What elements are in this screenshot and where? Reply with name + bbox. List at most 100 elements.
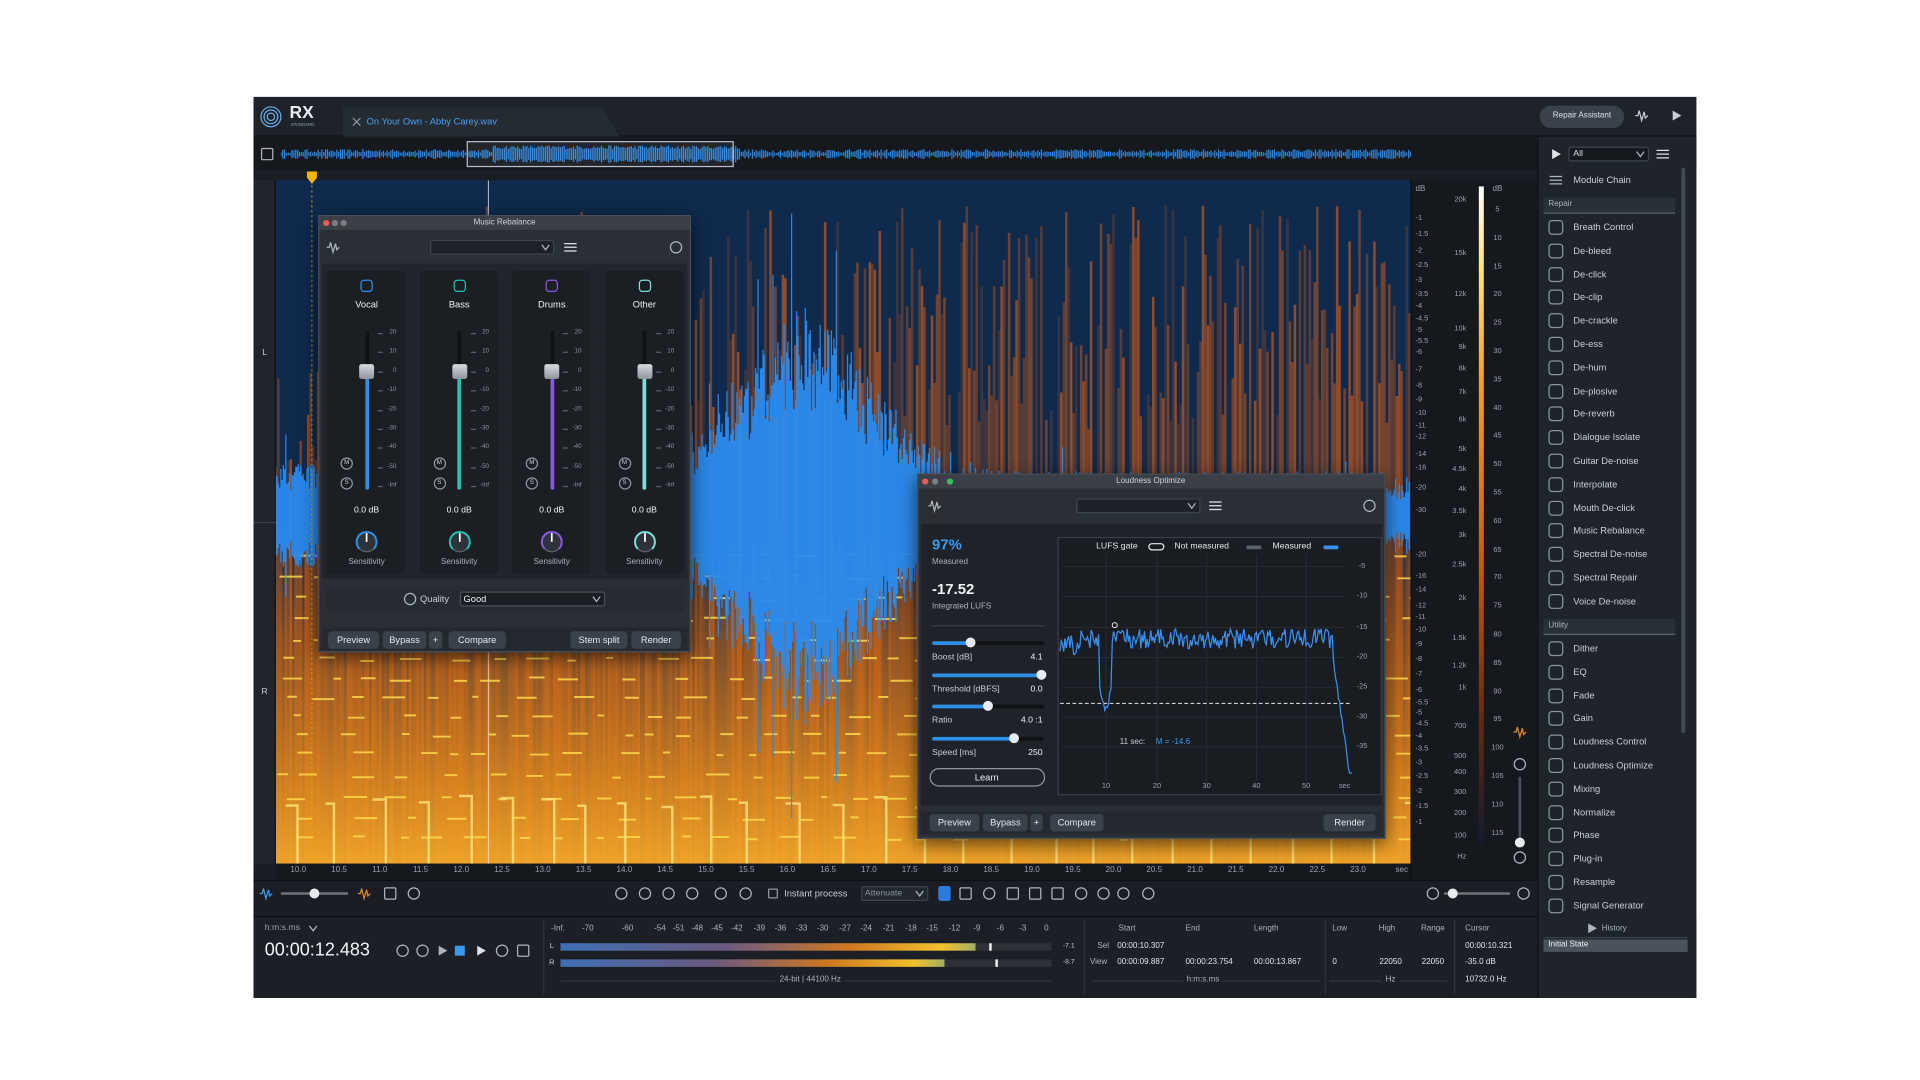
- module-item[interactable]: Spectral De-noise: [1573, 548, 1648, 560]
- module-item[interactable]: Loudness Control: [1573, 736, 1647, 748]
- module-item[interactable]: Plug-in: [1573, 853, 1603, 865]
- button-label[interactable]: Render: [640, 634, 672, 646]
- learn-label[interactable]: Learn: [974, 771, 999, 783]
- solo-label[interactable]: S: [344, 479, 349, 487]
- preset-dropdown[interactable]: [429, 239, 555, 255]
- solo-button[interactable]: [525, 477, 539, 490]
- traffic-light[interactable]: [339, 219, 347, 227]
- quality-value[interactable]: Good: [463, 593, 487, 605]
- slider-knob[interactable]: [982, 700, 993, 711]
- preset-dropdown[interactable]: [1076, 498, 1201, 514]
- mute-button[interactable]: [618, 457, 631, 470]
- module-item[interactable]: De-ess: [1573, 338, 1603, 350]
- module-item[interactable]: De-click: [1573, 268, 1607, 280]
- module-item[interactable]: Resample: [1573, 876, 1616, 888]
- button[interactable]: [448, 631, 506, 649]
- button[interactable]: [1030, 813, 1043, 832]
- module-item[interactable]: De-clip: [1573, 291, 1603, 303]
- button-label[interactable]: Compare: [1057, 816, 1096, 828]
- button-label[interactable]: Render: [1334, 816, 1365, 828]
- module-item[interactable]: Gain: [1573, 712, 1593, 725]
- module-item[interactable]: Breath Control: [1573, 221, 1634, 233]
- button-label[interactable]: Preview: [937, 816, 971, 828]
- module-item[interactable]: Interpolate: [1573, 478, 1618, 490]
- repair-assistant-button[interactable]: [1539, 105, 1625, 128]
- module-item[interactable]: Music Rebalance: [1573, 525, 1645, 537]
- mode-dropdown[interactable]: [861, 886, 929, 901]
- slider-knob[interactable]: [1036, 669, 1047, 680]
- mute-label[interactable]: M: [344, 459, 350, 467]
- instant-process-checkbox[interactable]: [767, 888, 778, 899]
- module-item[interactable]: Phase: [1573, 829, 1600, 841]
- button-label[interactable]: Compare: [458, 634, 497, 646]
- button-label[interactable]: Bypass: [389, 634, 420, 646]
- button[interactable]: [631, 631, 682, 649]
- module-item[interactable]: Dialogue Isolate: [1573, 431, 1641, 443]
- legend-toggle[interactable]: [1148, 543, 1165, 551]
- module-item[interactable]: Fade: [1573, 689, 1595, 701]
- module-item[interactable]: EQ: [1573, 666, 1587, 678]
- solo-button[interactable]: [433, 477, 446, 490]
- button[interactable]: [1050, 813, 1104, 832]
- solo-label[interactable]: S: [622, 479, 627, 487]
- button[interactable]: [929, 813, 980, 832]
- scrollbar[interactable]: [1681, 167, 1686, 734]
- solo-label[interactable]: S: [437, 479, 442, 487]
- button-label[interactable]: +: [1033, 816, 1040, 828]
- module-chain[interactable]: Module Chain: [1573, 174, 1631, 186]
- solo-label[interactable]: S: [529, 479, 534, 487]
- repair-assistant-label[interactable]: Repair Assistant: [1552, 111, 1612, 121]
- mute-button[interactable]: [340, 457, 353, 470]
- module-item[interactable]: Dither: [1573, 642, 1599, 654]
- button[interactable]: [328, 631, 380, 649]
- vertical-zoom-knob[interactable]: [1514, 837, 1525, 848]
- module-item[interactable]: Loudness Optimize: [1573, 759, 1654, 771]
- button[interactable]: [1323, 813, 1376, 832]
- traffic-light[interactable]: [946, 478, 953, 485]
- stop-button[interactable]: [454, 945, 465, 956]
- module-item[interactable]: Signal Generator: [1573, 899, 1644, 911]
- module-item[interactable]: De-reverb: [1573, 408, 1615, 420]
- fader-handle[interactable]: [451, 364, 467, 380]
- button-label[interactable]: Bypass: [990, 816, 1021, 828]
- filter-label[interactable]: All: [1573, 149, 1583, 159]
- module-item[interactable]: Guitar De-noise: [1573, 455, 1639, 467]
- fader-handle[interactable]: [544, 364, 560, 380]
- fader-handle[interactable]: [636, 364, 652, 380]
- instant-process-label[interactable]: Instant process: [784, 887, 848, 899]
- mute-button[interactable]: [433, 457, 446, 470]
- mute-label[interactable]: M: [436, 459, 442, 467]
- fader-handle[interactable]: [359, 364, 375, 380]
- traffic-light[interactable]: [322, 219, 329, 227]
- history-item[interactable]: Initial State: [1548, 940, 1589, 950]
- h-zoom-knob[interactable]: [1447, 888, 1458, 899]
- mute-button[interactable]: [525, 457, 539, 470]
- module-item[interactable]: De-crackle: [1573, 314, 1618, 327]
- module-item[interactable]: Mouth De-click: [1573, 501, 1635, 514]
- solo-button[interactable]: [340, 477, 353, 490]
- button-label[interactable]: Stem split: [578, 634, 620, 646]
- module-item[interactable]: Spectral Repair: [1573, 571, 1638, 584]
- traffic-light[interactable]: [921, 478, 928, 485]
- module-item[interactable]: Voice De-noise: [1573, 595, 1636, 607]
- module-item[interactable]: De-plosive: [1573, 385, 1618, 397]
- module-item[interactable]: De-bleed: [1573, 244, 1612, 257]
- module-item[interactable]: De-hum: [1573, 361, 1607, 373]
- button[interactable]: [382, 631, 427, 649]
- mute-label[interactable]: M: [529, 459, 535, 467]
- button-label[interactable]: +: [432, 634, 439, 646]
- button[interactable]: [570, 631, 628, 649]
- button-label[interactable]: Preview: [336, 634, 371, 646]
- slider-knob[interactable]: [1009, 733, 1020, 744]
- slider-knob[interactable]: [965, 637, 976, 648]
- traffic-light[interactable]: [331, 219, 338, 227]
- traffic-light[interactable]: [931, 478, 938, 485]
- zoom-slider-knob[interactable]: [309, 888, 320, 899]
- module-item[interactable]: Mixing: [1573, 782, 1601, 795]
- quality-dropdown[interactable]: [459, 591, 606, 607]
- solo-button[interactable]: [618, 477, 631, 490]
- history-item-bg[interactable]: [1543, 939, 1688, 952]
- module-item[interactable]: Normalize: [1573, 806, 1616, 818]
- mode-label[interactable]: Attenuate: [864, 889, 903, 898]
- file-tab-title[interactable]: On Your Own - Abby Carey.wav: [366, 115, 497, 128]
